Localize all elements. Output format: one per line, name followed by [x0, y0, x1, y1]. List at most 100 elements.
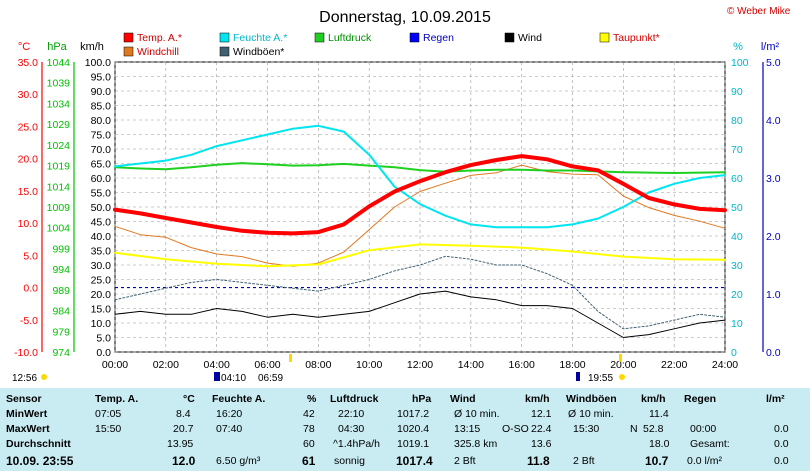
tick-kmh: 80.0 [91, 115, 112, 127]
tick-percent: 70 [731, 144, 743, 156]
tick-percent: 90 [731, 86, 743, 98]
header-regen: Regen [684, 393, 717, 405]
tick-kmh: 45.0 [91, 217, 112, 229]
header-feuchte-unit: % [307, 393, 317, 405]
avg-wind-value: 13.6 [531, 438, 552, 450]
tick-percent: 30 [731, 260, 743, 272]
tick-celsius: 35.0 [18, 57, 39, 69]
tick-kmh: 95.0 [91, 72, 112, 84]
tick-x: 12:00 [407, 359, 433, 371]
min-boen-label: Ø 10 min. [568, 408, 614, 420]
header-wind-unit: km/h [525, 393, 550, 405]
tick-celsius: 5.0 [23, 250, 38, 262]
header-luftdruck-unit: hPa [412, 393, 432, 405]
tick-hpa: 1009 [47, 202, 71, 214]
avg-boen-value: 18.0 [649, 438, 670, 450]
tick-celsius: -10.0 [14, 347, 38, 359]
current-wind-value: 11.8 [527, 454, 550, 468]
avg-temp-value: 13.95 [167, 438, 194, 450]
series-line-windchill [114, 164, 726, 267]
header-wind: Wind [450, 393, 476, 405]
legend-label: Temp. A.* [137, 32, 182, 44]
marker-time-b: 12:56 [12, 373, 37, 384]
tick-kmh: 100.0 [85, 57, 111, 69]
legend-label: Wind [518, 32, 542, 44]
tick-percent: 80 [731, 115, 743, 127]
tick-percent: 20 [731, 289, 743, 301]
max-feuchte-value: 78 [303, 423, 315, 435]
tick-kmh: 90.0 [91, 86, 112, 98]
legend-label: Luftdruck [328, 32, 372, 44]
tick-lm2: 5.0 [766, 57, 781, 69]
tick-kmh: 40.0 [91, 231, 112, 243]
max-temp-time: 15:50 [95, 423, 122, 435]
avg-feuchte-value: 60 [303, 438, 315, 450]
row-max-label: MaxWert [6, 423, 50, 435]
series-line-windb-en [114, 255, 726, 330]
avg-luft-value: 1019.1 [397, 438, 430, 450]
min-boen-value: 11.4 [649, 408, 669, 420]
current-weather-state: sonnig [334, 455, 365, 467]
current-feuchte-abs: 6.50 g/m³ [216, 455, 261, 467]
max-boen-value: 52.8 [643, 423, 664, 435]
tick-celsius: 15.0 [18, 186, 39, 198]
tick-celsius: 0.0 [23, 283, 38, 295]
current-wind-bft: 2 Bft [454, 455, 476, 467]
max-boen-direction: N [630, 423, 638, 435]
tick-lm2: 2.0 [766, 231, 781, 243]
tick-x: 14:00 [458, 359, 484, 371]
tick-kmh: 35.0 [91, 246, 112, 258]
min-luft-value: 1017.2 [397, 408, 430, 420]
tick-lm2: 0.0 [766, 347, 781, 359]
tick-percent: 40 [731, 231, 743, 243]
marker-sunset-time: 19:55 [588, 373, 613, 384]
avg-luft-trend: ^1.4hPa/h [333, 438, 380, 450]
tick-x: 10:00 [356, 359, 382, 371]
max-luft-value: 1020.4 [397, 423, 430, 435]
marker-tick [289, 354, 292, 362]
marker-dot [41, 374, 47, 380]
min-luft-time: 22:10 [338, 408, 365, 420]
tick-percent: 0 [731, 347, 737, 359]
current-regen-value: 0.0 [774, 455, 789, 467]
tick-kmh: 70.0 [91, 144, 112, 156]
tick-celsius: -5.0 [20, 315, 38, 327]
row-min-label: MinWert [6, 408, 48, 420]
header-windboen-unit: km/h [641, 393, 666, 405]
series-line-luftdruck [114, 162, 726, 174]
max-luft-time: 04:30 [338, 423, 365, 435]
legend-swatch [219, 46, 230, 57]
legend-swatch [599, 32, 610, 43]
tick-x: 16:00 [509, 359, 535, 371]
tick-kmh: 15.0 [91, 304, 112, 316]
current-luft-value: 1017.4 [396, 454, 433, 468]
tick-kmh: 85.0 [91, 101, 112, 113]
legend-label: Feuchte A.* [233, 32, 287, 44]
tick-x: 20:00 [610, 359, 636, 371]
tick-x: 02:00 [153, 359, 179, 371]
marker-time-a: 04:10 [221, 373, 246, 384]
legend-label: Windböen* [233, 46, 284, 58]
avg-wind-distance: 325.8 km [454, 438, 498, 450]
tick-celsius: 10.0 [18, 218, 39, 230]
max-wind-value: 22.4 [531, 423, 552, 435]
axis-label-celsius: °C [18, 41, 30, 53]
current-feuchte-value: 61 [302, 454, 316, 468]
copyright-notice: © Weber Mike [727, 6, 791, 17]
avg-regen-label: Gesamt: [690, 438, 730, 450]
header-temp-unit: °C [183, 393, 195, 405]
tick-hpa: 1034 [47, 98, 71, 110]
axis-label-lm2: l/m² [761, 41, 780, 53]
tick-x: 24:00 [712, 359, 738, 371]
tick-lm2: 4.0 [766, 115, 781, 127]
max-regen-value: 0.0 [774, 423, 789, 435]
statistics-table: Sensor Temp. A. °C Feuchte A. % Luftdruc… [0, 388, 810, 471]
weather-chart: Donnerstag, 10.09.2015 Temp. A.* Feuchte A… [12, 9, 781, 384]
max-feuchte-time: 07:40 [216, 423, 243, 435]
tick-celsius: 30.0 [18, 89, 39, 101]
tick-kmh: 75.0 [91, 130, 112, 142]
tick-hpa: 989 [52, 285, 70, 297]
tick-kmh: 10.0 [91, 318, 112, 330]
min-temp-time: 07:05 [95, 408, 122, 420]
tick-x: 18:00 [559, 359, 585, 371]
